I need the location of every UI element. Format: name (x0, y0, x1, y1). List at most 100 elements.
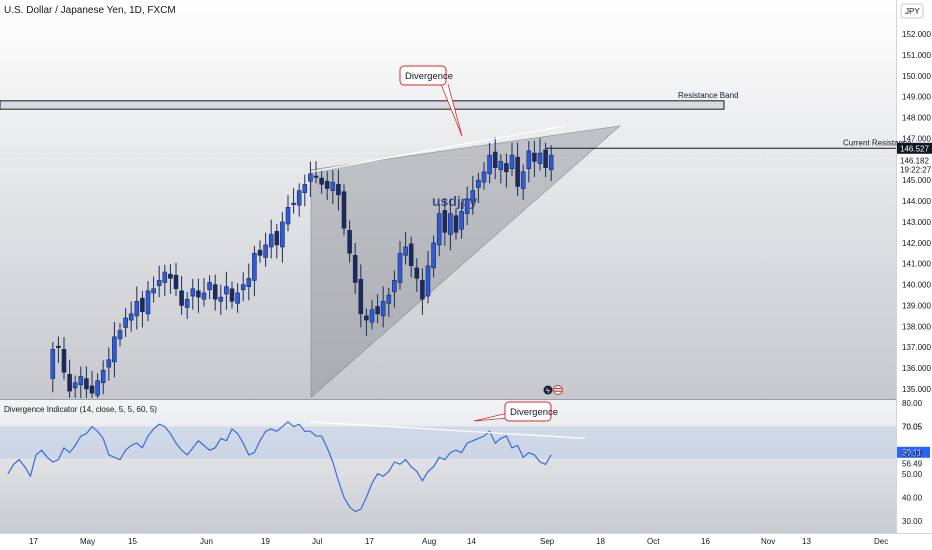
candle-body (420, 280, 425, 300)
candle-body (201, 292, 207, 300)
oscillator-band-lower-text: 56.49 (902, 449, 923, 458)
time-tick-label: 17 (29, 537, 38, 546)
price-tick-label: 138.000 (902, 322, 931, 331)
candle-body (252, 252, 257, 281)
candle-body (302, 184, 308, 194)
candle-body (168, 273, 173, 279)
candle-body (515, 156, 520, 187)
candle-body (526, 150, 532, 169)
candle-body (330, 181, 336, 191)
candle-body (173, 274, 179, 290)
oscillator-tick-label: 80.00 (902, 399, 923, 408)
candle-body (358, 279, 364, 315)
candle-body (403, 246, 408, 256)
resistance-band-rect[interactable] (0, 100, 725, 110)
candle-body (212, 284, 218, 300)
oscillator-tick-label: 50.00 (902, 470, 923, 479)
candle-body (386, 294, 392, 304)
candle-body (492, 151, 498, 168)
candle-body (95, 380, 100, 396)
candle-body (235, 292, 240, 304)
candle-body (375, 306, 380, 315)
oscillator-line[interactable] (7, 421, 552, 513)
divergence-callout-box[interactable] (399, 65, 447, 86)
price-tick-label: 141.000 (902, 260, 931, 269)
symbol-title[interactable]: U.S. Dollar / Japanese Yen, 1D, FXCM (4, 5, 176, 16)
candle-body (257, 249, 263, 256)
candle-body (156, 280, 162, 286)
candle-body (140, 297, 145, 313)
price-divergence-line[interactable] (310, 125, 566, 173)
time-tick-label: 15 (128, 537, 137, 546)
candle-body (78, 376, 84, 386)
candle-body (431, 242, 436, 269)
candle-body (364, 315, 369, 321)
oscillator-band (0, 426, 896, 459)
candle-body (392, 280, 397, 293)
candle-body (117, 330, 123, 340)
price-tick-label: 148.000 (902, 114, 931, 123)
time-tick-label: Jun (200, 537, 213, 546)
indicator-title[interactable]: Divergence Indicator (14, close, 5, 5, 6… (4, 405, 157, 414)
price-tick-label: 139.000 (902, 301, 931, 310)
time-tick-label: Jul (312, 537, 322, 546)
candle-body (128, 313, 134, 321)
price-tick-label: 145.000 (902, 176, 931, 185)
candle-body (89, 385, 95, 394)
candle-body (218, 296, 224, 302)
candle-body (336, 184, 341, 196)
price-tick-label: 144.000 (902, 197, 931, 206)
oscillator-tick-label: 40.00 (902, 493, 923, 502)
time-axis-background[interactable] (0, 533, 932, 550)
price-axis-background[interactable] (896, 0, 932, 533)
candle-body (56, 345, 61, 348)
candle-body (537, 152, 543, 164)
oscillator-divergence-line[interactable] (310, 421, 586, 439)
candle-body (229, 288, 235, 302)
time-tick-label: 16 (701, 537, 710, 546)
candle-body (380, 300, 386, 317)
time-tick-label: 13 (802, 537, 811, 546)
time-tick-label: Sep (540, 537, 555, 546)
candle-body (151, 288, 156, 294)
price-tick-label: 137.000 (902, 343, 931, 352)
candle-body (543, 149, 548, 168)
lightning-event-icon[interactable] (543, 385, 553, 395)
candle-body (470, 190, 476, 202)
candle-body (50, 349, 56, 379)
candle-body (274, 231, 280, 246)
time-axis-ticks: 17 May 15 Jun 19 Jul 17 Aug 14 Sep 18 Oct 16 Nov 13 Dec (29, 537, 888, 546)
candle-body (448, 213, 453, 235)
candle-body (61, 349, 67, 373)
candle-body (100, 369, 106, 384)
candle-body (112, 336, 117, 363)
time-tick-label: 19 (261, 537, 270, 546)
candle-body (196, 290, 201, 298)
us-flag-event-icon[interactable] (553, 385, 563, 395)
oscillator-callout-box[interactable] (504, 401, 552, 422)
time-tick-label: 14 (467, 537, 476, 546)
candle-body (106, 359, 112, 368)
lightning-event-icon-glyph: ϟ (546, 388, 550, 395)
candle-body (324, 180, 330, 189)
currency-button[interactable] (900, 3, 924, 19)
divergence-callout-pointer (440, 83, 463, 137)
candle-body (341, 191, 347, 229)
candle-body (369, 309, 375, 323)
candle-body (352, 255, 358, 283)
main-pane-background (0, 0, 896, 399)
candle-body (291, 202, 296, 205)
candle-body (487, 154, 492, 175)
candle-body (67, 374, 72, 392)
candle-body (224, 286, 229, 295)
candle-body (308, 173, 313, 182)
candles-group[interactable] (50, 137, 554, 398)
time-tick-label: Aug (422, 537, 436, 546)
countdown-text: 19:22:27 (900, 165, 932, 174)
oscillator-callout-text: Divergence (510, 407, 558, 418)
currency-button-label: JPY (905, 7, 920, 16)
candle-body (184, 298, 190, 308)
rising-wedge-pattern[interactable] (310, 125, 621, 399)
candle-body (179, 290, 184, 306)
